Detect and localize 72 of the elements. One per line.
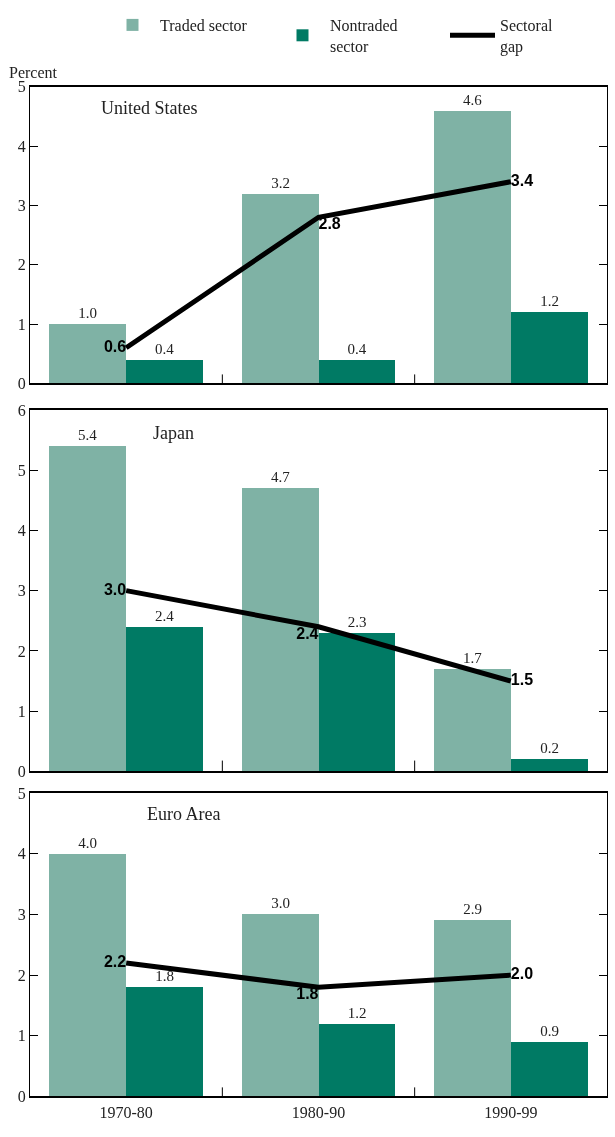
- y-tick-label: 0: [17, 763, 26, 781]
- data-label: 1.2: [347, 1005, 367, 1022]
- bar: [511, 758, 588, 772]
- y-tick-label: 3: [17, 906, 26, 924]
- bar: [319, 359, 395, 384]
- y-tick-label: 6: [17, 401, 26, 419]
- data-label: 1.2: [540, 292, 559, 309]
- y-tick-label: 4: [17, 522, 26, 539]
- x-tick-label: 1980-90: [291, 1103, 346, 1121]
- legend-label: Traded sector: [160, 17, 248, 35]
- y-tick-label: 0: [17, 374, 26, 392]
- bar: [434, 668, 511, 772]
- data-label: 4.7: [270, 468, 291, 485]
- text: Euro Area: [147, 804, 221, 824]
- data-label: 4.6: [462, 91, 483, 108]
- y-tick-label: 1: [17, 315, 26, 333]
- bar: [242, 487, 319, 772]
- data-label: 3.0: [271, 895, 290, 912]
- bar: [319, 632, 395, 772]
- data-label: 2.2: [103, 952, 127, 970]
- bar: [319, 1024, 395, 1097]
- bar: [49, 323, 126, 384]
- data-label: 0.6: [103, 337, 127, 355]
- bar: [49, 854, 126, 1097]
- bar: [242, 193, 319, 384]
- data-label: 0.4: [154, 340, 175, 357]
- y-tick-label: 4: [17, 845, 26, 863]
- data-label: 2.9: [463, 901, 482, 918]
- data-label: 0.9: [540, 1023, 559, 1040]
- y-tick-label: 2: [17, 966, 26, 984]
- bar: [511, 311, 588, 384]
- data-label: 3.0: [103, 580, 127, 598]
- bar: [126, 987, 203, 1097]
- data-label: 2.4: [154, 607, 175, 624]
- data-label: 0.2: [540, 739, 559, 756]
- text: Japan: [153, 423, 194, 443]
- data-label: 0.4: [347, 340, 367, 357]
- data-label: 2.3: [347, 613, 367, 630]
- y-tick-label: 5: [17, 78, 26, 96]
- y-tick-label: 5: [17, 784, 26, 802]
- y-tick-label: 3: [17, 197, 26, 214]
- data-label: 2.4: [296, 624, 319, 642]
- bar: [434, 110, 511, 384]
- legend-label: Sectoral gap: [500, 17, 553, 56]
- y-tick-label: 1: [17, 1027, 26, 1045]
- y-tick-label: 2: [17, 256, 26, 274]
- y-axis-title: Percent: [9, 64, 58, 81]
- text: United States: [101, 98, 198, 118]
- data-label: 1.8: [155, 968, 174, 985]
- x-tick-label: 1970-80: [99, 1103, 153, 1121]
- bar: [126, 626, 203, 772]
- y-tick-label: 5: [17, 461, 26, 479]
- data-label: 1.7: [462, 649, 483, 666]
- y-tick-label: 2: [17, 642, 26, 660]
- data-label: 2.0: [510, 965, 534, 983]
- bar: [126, 359, 203, 384]
- data-label: 5.4: [77, 426, 98, 443]
- data-label: 3.4: [510, 171, 534, 189]
- bar: [434, 920, 511, 1097]
- y-tick-label: 0: [17, 1088, 26, 1106]
- data-label: 3.2: [271, 174, 290, 191]
- bar: [49, 445, 126, 772]
- data-label: 4.0: [78, 835, 97, 852]
- bar: [242, 914, 319, 1097]
- data-label: 1.5: [510, 671, 534, 689]
- y-tick-label: 4: [17, 137, 26, 155]
- y-tick-label: 3: [17, 582, 26, 600]
- x-tick-label: 1990-99: [484, 1103, 538, 1121]
- bar: [511, 1042, 588, 1097]
- legend-label: Nontraded sector: [330, 17, 398, 55]
- y-tick-label: 1: [17, 702, 26, 720]
- data-label: 1.0: [78, 304, 97, 321]
